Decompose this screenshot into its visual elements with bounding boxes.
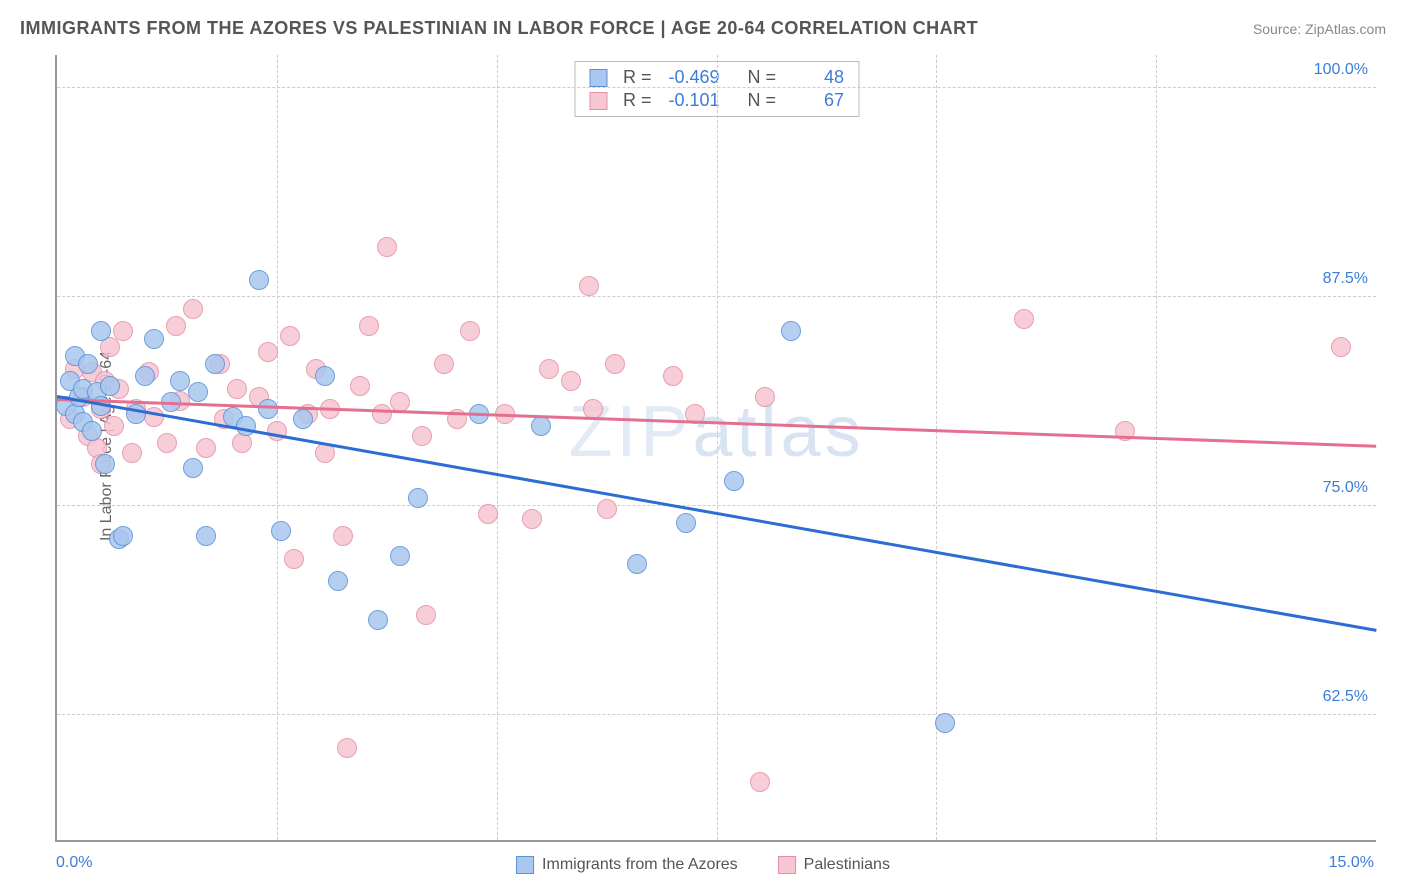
data-point: [104, 416, 124, 436]
data-point: [113, 526, 133, 546]
data-point: [135, 366, 155, 386]
x-axis-min: 0.0%: [56, 854, 92, 872]
data-point: [100, 376, 120, 396]
swatch-b: [589, 92, 607, 110]
data-point: [412, 426, 432, 446]
data-point: [232, 433, 252, 453]
gridline-v: [277, 55, 278, 840]
gridline-v: [717, 55, 718, 840]
data-point: [676, 513, 696, 533]
data-point: [350, 376, 370, 396]
chart-header: IMMIGRANTS FROM THE AZORES VS PALESTINIA…: [20, 18, 1386, 39]
gridline-v: [497, 55, 498, 840]
data-point: [1014, 309, 1034, 329]
data-point: [372, 404, 392, 424]
data-point: [434, 354, 454, 374]
legend-item-b: Palestinians: [778, 856, 890, 874]
data-point: [561, 371, 581, 391]
data-point: [78, 354, 98, 374]
data-point: [227, 379, 247, 399]
data-point: [755, 387, 775, 407]
data-point: [183, 458, 203, 478]
chart-title: IMMIGRANTS FROM THE AZORES VS PALESTINIA…: [20, 18, 978, 39]
data-point: [91, 321, 111, 341]
data-point: [280, 326, 300, 346]
series-legend: Immigrants from the Azores Palestinians: [516, 856, 890, 874]
data-point: [531, 416, 551, 436]
data-point: [377, 237, 397, 257]
data-point: [750, 772, 770, 792]
data-point: [196, 526, 216, 546]
data-point: [359, 316, 379, 336]
y-tick-label: 62.5%: [1323, 688, 1368, 706]
data-point: [196, 438, 216, 458]
data-point: [258, 342, 278, 362]
chart-source: Source: ZipAtlas.com: [1253, 21, 1386, 37]
data-point: [122, 443, 142, 463]
data-point: [460, 321, 480, 341]
data-point: [935, 713, 955, 733]
y-tick-label: 75.0%: [1323, 479, 1368, 497]
data-point: [579, 276, 599, 296]
data-point: [293, 409, 313, 429]
data-point: [258, 399, 278, 419]
data-point: [408, 488, 428, 508]
data-point: [188, 382, 208, 402]
y-tick-label: 87.5%: [1323, 270, 1368, 288]
data-point: [328, 571, 348, 591]
data-point: [249, 270, 269, 290]
data-point: [95, 454, 115, 474]
data-point: [144, 329, 164, 349]
data-point: [315, 366, 335, 386]
data-point: [597, 499, 617, 519]
data-point: [113, 321, 133, 341]
y-tick-label: 100.0%: [1314, 61, 1368, 79]
swatch-b-icon: [778, 856, 796, 874]
scatter-chart: ZIPatlas R = -0.469 N = 48 R = -0.101 N …: [55, 55, 1376, 842]
data-point: [157, 433, 177, 453]
data-point: [605, 354, 625, 374]
swatch-a: [589, 69, 607, 87]
data-point: [284, 549, 304, 569]
data-point: [1331, 337, 1351, 357]
data-point: [663, 366, 683, 386]
data-point: [205, 354, 225, 374]
data-point: [333, 526, 353, 546]
data-point: [522, 509, 542, 529]
data-point: [236, 416, 256, 436]
legend-item-a: Immigrants from the Azores: [516, 856, 738, 874]
data-point: [478, 504, 498, 524]
x-axis-max: 15.0%: [1329, 854, 1374, 872]
data-point: [166, 316, 186, 336]
data-point: [724, 471, 744, 491]
data-point: [82, 421, 102, 441]
data-point: [390, 546, 410, 566]
data-point: [416, 605, 436, 625]
data-point: [368, 610, 388, 630]
data-point: [271, 521, 291, 541]
data-point: [337, 738, 357, 758]
data-point: [170, 371, 190, 391]
swatch-a-icon: [516, 856, 534, 874]
data-point: [627, 554, 647, 574]
gridline-v: [1156, 55, 1157, 840]
data-point: [781, 321, 801, 341]
data-point: [539, 359, 559, 379]
data-point: [183, 299, 203, 319]
